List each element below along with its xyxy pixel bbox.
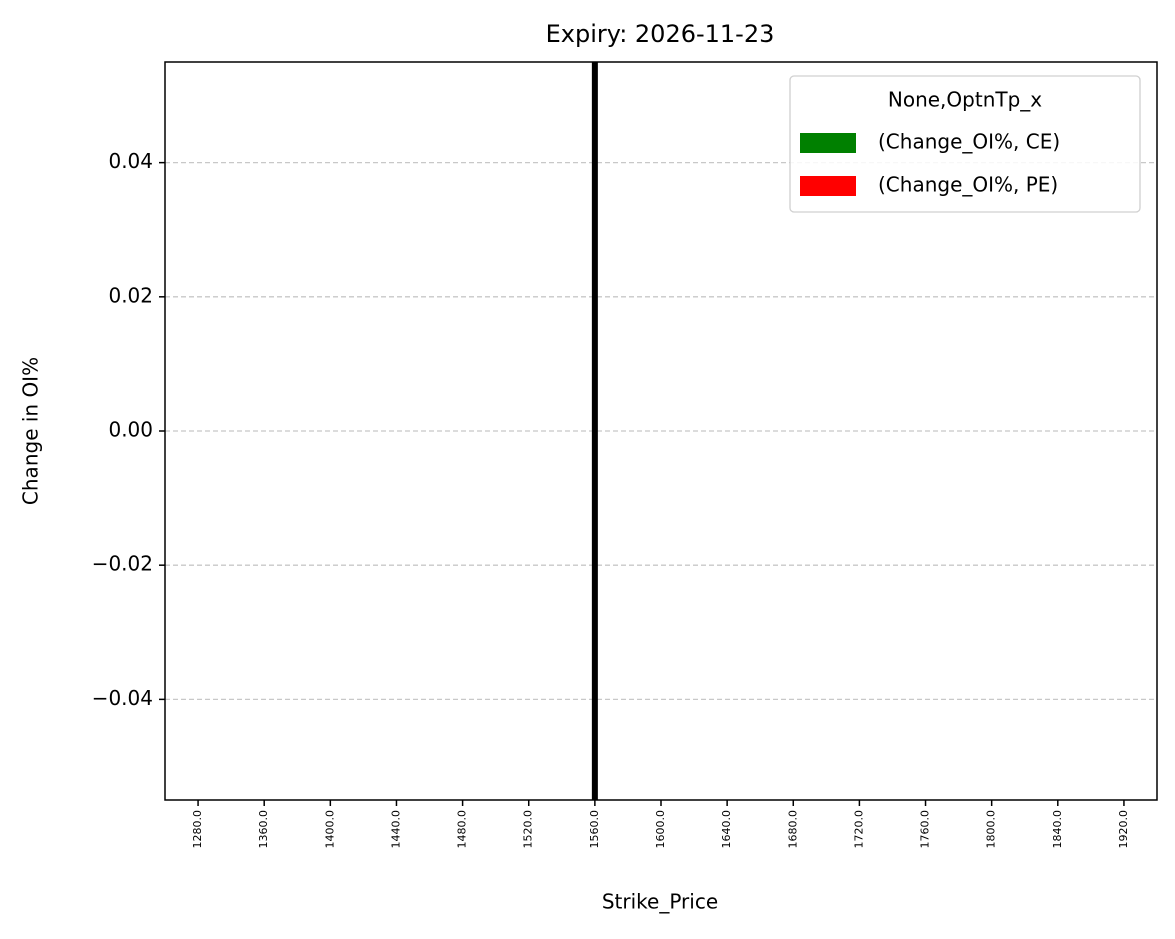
chart-title: Expiry: 2026-11-23 [546,20,775,48]
x-tick-label: 1280.0 [191,810,204,849]
x-tick-label: 1480.0 [456,810,469,849]
x-axis-label: Strike_Price [602,890,718,914]
y-tick-label: −0.02 [92,552,153,576]
x-tick-label: 1760.0 [919,810,932,849]
legend-label: (Change_OI%, PE) [878,173,1058,197]
x-tick-label: 1360.0 [257,810,270,849]
x-tick-label: 1720.0 [852,810,865,849]
x-tick-label: 1920.0 [1117,810,1130,849]
x-tick-label: 1600.0 [654,810,667,849]
plot-frame [164,61,1158,801]
y-axis-label: Change in OI% [19,357,43,505]
x-tick-label: 1440.0 [389,810,402,849]
x-tick-label: 1680.0 [786,810,799,849]
x-tick-label: 1520.0 [522,810,535,849]
legend-box [789,75,1141,213]
legend-swatch [800,176,856,196]
legend-label: (Change_OI%, CE) [878,130,1060,154]
y-tick-label: 0.02 [108,283,153,307]
x-tick-label: 1800.0 [985,810,998,849]
y-tick-label: 0.00 [108,418,153,442]
legend-swatch [800,133,856,153]
y-tick-label: 0.04 [108,149,153,173]
legend-title: None,OptnTp_x [888,88,1042,112]
x-tick-label: 1560.0 [588,810,601,849]
x-tick-label: 1640.0 [720,810,733,849]
x-tick-label: 1840.0 [1051,810,1064,849]
x-tick-label: 1400.0 [323,810,336,849]
y-tick-label: −0.04 [92,686,153,710]
